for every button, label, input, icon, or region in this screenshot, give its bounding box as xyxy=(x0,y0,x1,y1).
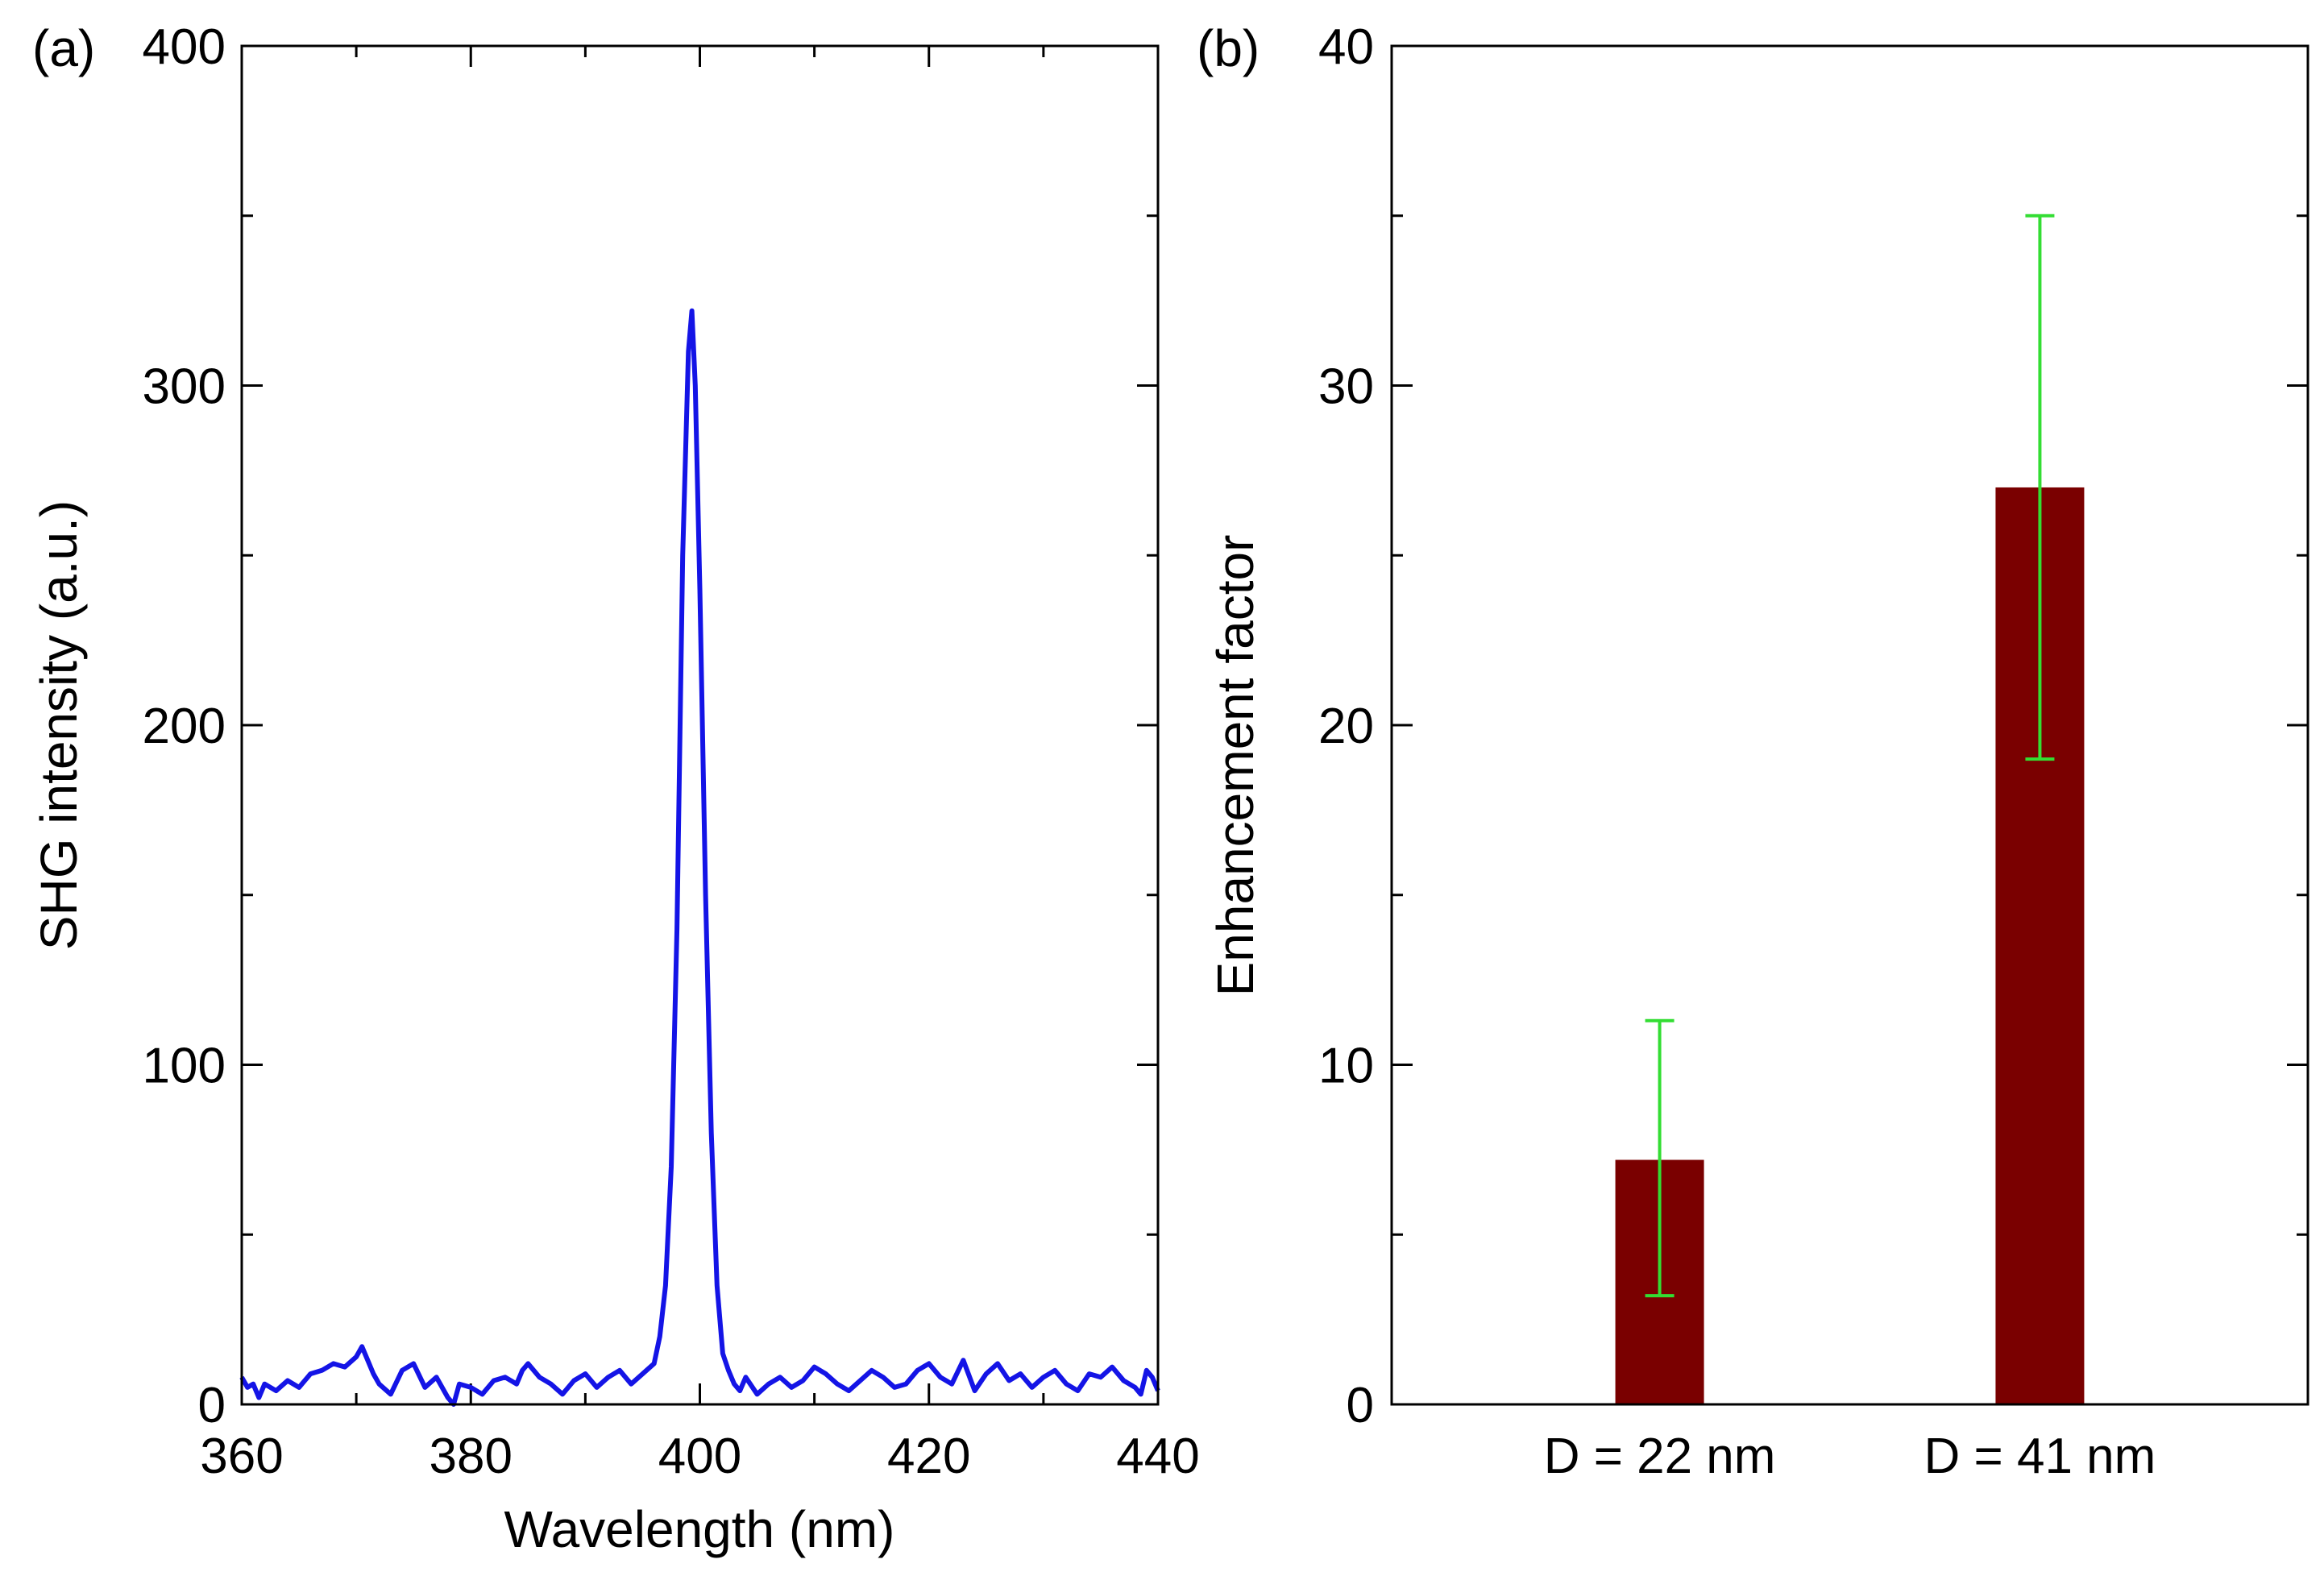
panel-a-x-axis-title: Wavelength (nm) xyxy=(504,1500,895,1558)
y-tick-label: 200 xyxy=(143,699,226,754)
x-tick-label: 360 xyxy=(200,1429,283,1484)
x-category-label: D = 41 nm xyxy=(1924,1429,2156,1484)
panel-b-error-bars xyxy=(1645,214,2055,1298)
x-tick-label: 400 xyxy=(658,1429,741,1484)
panel-b-plot-frame xyxy=(1390,44,2309,1406)
y-tick-label: 30 xyxy=(1318,359,1374,415)
panel-b-y-axis-title: Enhancement factor xyxy=(1206,535,1264,997)
y-tick-label: 300 xyxy=(143,359,226,415)
panel-a-y-axis: 0 100 200 300 400 xyxy=(143,19,1158,1433)
y-tick-label: 0 xyxy=(198,1378,226,1433)
x-category-label: D = 22 nm xyxy=(1544,1429,1776,1484)
series-line-shg-spectrum xyxy=(239,308,1160,1407)
panel-b-y-axis: 0 10 20 30 40 xyxy=(1318,19,2308,1433)
panel-a-x-axis: 360 380 400 420 440 xyxy=(200,46,1200,1484)
y-tick-label: 100 xyxy=(143,1039,226,1094)
panel-b-bars xyxy=(1615,487,2085,1405)
panel-a-plot-frame xyxy=(240,44,1160,1406)
panel-b-label: (b) xyxy=(1197,19,1260,77)
y-tick-label: 20 xyxy=(1318,699,1374,754)
y-tick-label: 40 xyxy=(1318,19,1374,75)
panel-a-label: (a) xyxy=(32,19,95,77)
panel-b-bar-chart: (b) 0 10 20 30 40 D = 22 nm D = 41 nm Enhance… xyxy=(1197,19,2309,1484)
panel-b-x-axis: D = 22 nm D = 41 nm xyxy=(1544,1429,2156,1484)
y-tick-label: 400 xyxy=(143,19,226,75)
x-tick-label: 440 xyxy=(1116,1429,1199,1484)
x-tick-label: 380 xyxy=(430,1429,513,1484)
y-tick-label: 10 xyxy=(1318,1039,1374,1094)
panel-a-y-axis-title: SHG intensity (a.u.) xyxy=(30,500,88,950)
x-tick-label: 420 xyxy=(887,1429,970,1484)
y-tick-label: 0 xyxy=(1347,1378,1374,1433)
panel-a-line-chart: (a) 360 380 400 420 440 0 100 200 300 400 Wavele… xyxy=(30,19,1200,1558)
